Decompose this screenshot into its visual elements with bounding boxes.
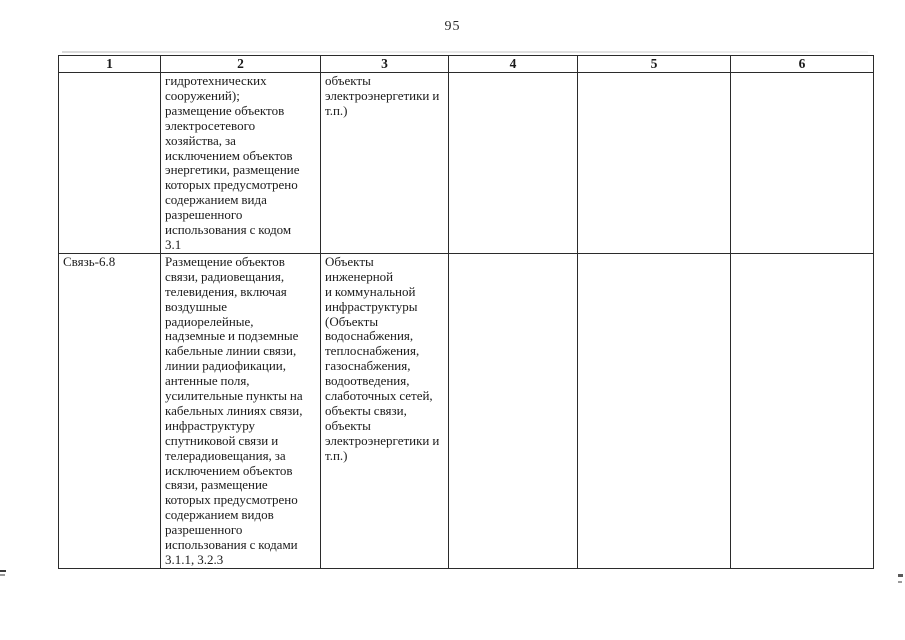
- table-cell: [448, 72, 578, 254]
- column-header-5: 5: [577, 55, 731, 73]
- table-cell: [730, 252, 874, 569]
- table-cell: [448, 252, 578, 569]
- table-cell: [58, 72, 161, 254]
- column-header-4: 4: [448, 55, 578, 73]
- table-cell: Размещение объектов связи, радиовещания,…: [160, 252, 321, 569]
- table-header-row: 1 2 3 4 5 6: [58, 55, 874, 73]
- table-cell: Объекты инженерной и коммунальной инфрас…: [320, 252, 449, 569]
- scan-artifact-right: [898, 574, 904, 588]
- table-cell: [577, 252, 731, 569]
- scan-shadow: [62, 51, 868, 53]
- table-row: гидротехнических сооружений); размещение…: [58, 72, 874, 254]
- table-cell: объекты электроэнергетики и т.п.): [320, 72, 449, 254]
- column-header-2: 2: [160, 55, 321, 73]
- table-cell: [730, 72, 874, 254]
- column-header-6: 6: [730, 55, 874, 73]
- scan-artifact-left: [0, 570, 6, 580]
- table-cell: гидротехнических сооружений); размещение…: [160, 72, 321, 254]
- table-row: Связь-6.8 Размещение объектов связи, рад…: [58, 252, 874, 569]
- zoning-table: 1 2 3 4 5 6 гидротехнических сооружений)…: [58, 55, 874, 569]
- table-cell-code: Связь-6.8: [58, 252, 161, 569]
- column-header-3: 3: [320, 55, 449, 73]
- page-number: 95: [444, 19, 461, 34]
- table-cell: [577, 72, 731, 254]
- column-header-1: 1: [58, 55, 161, 73]
